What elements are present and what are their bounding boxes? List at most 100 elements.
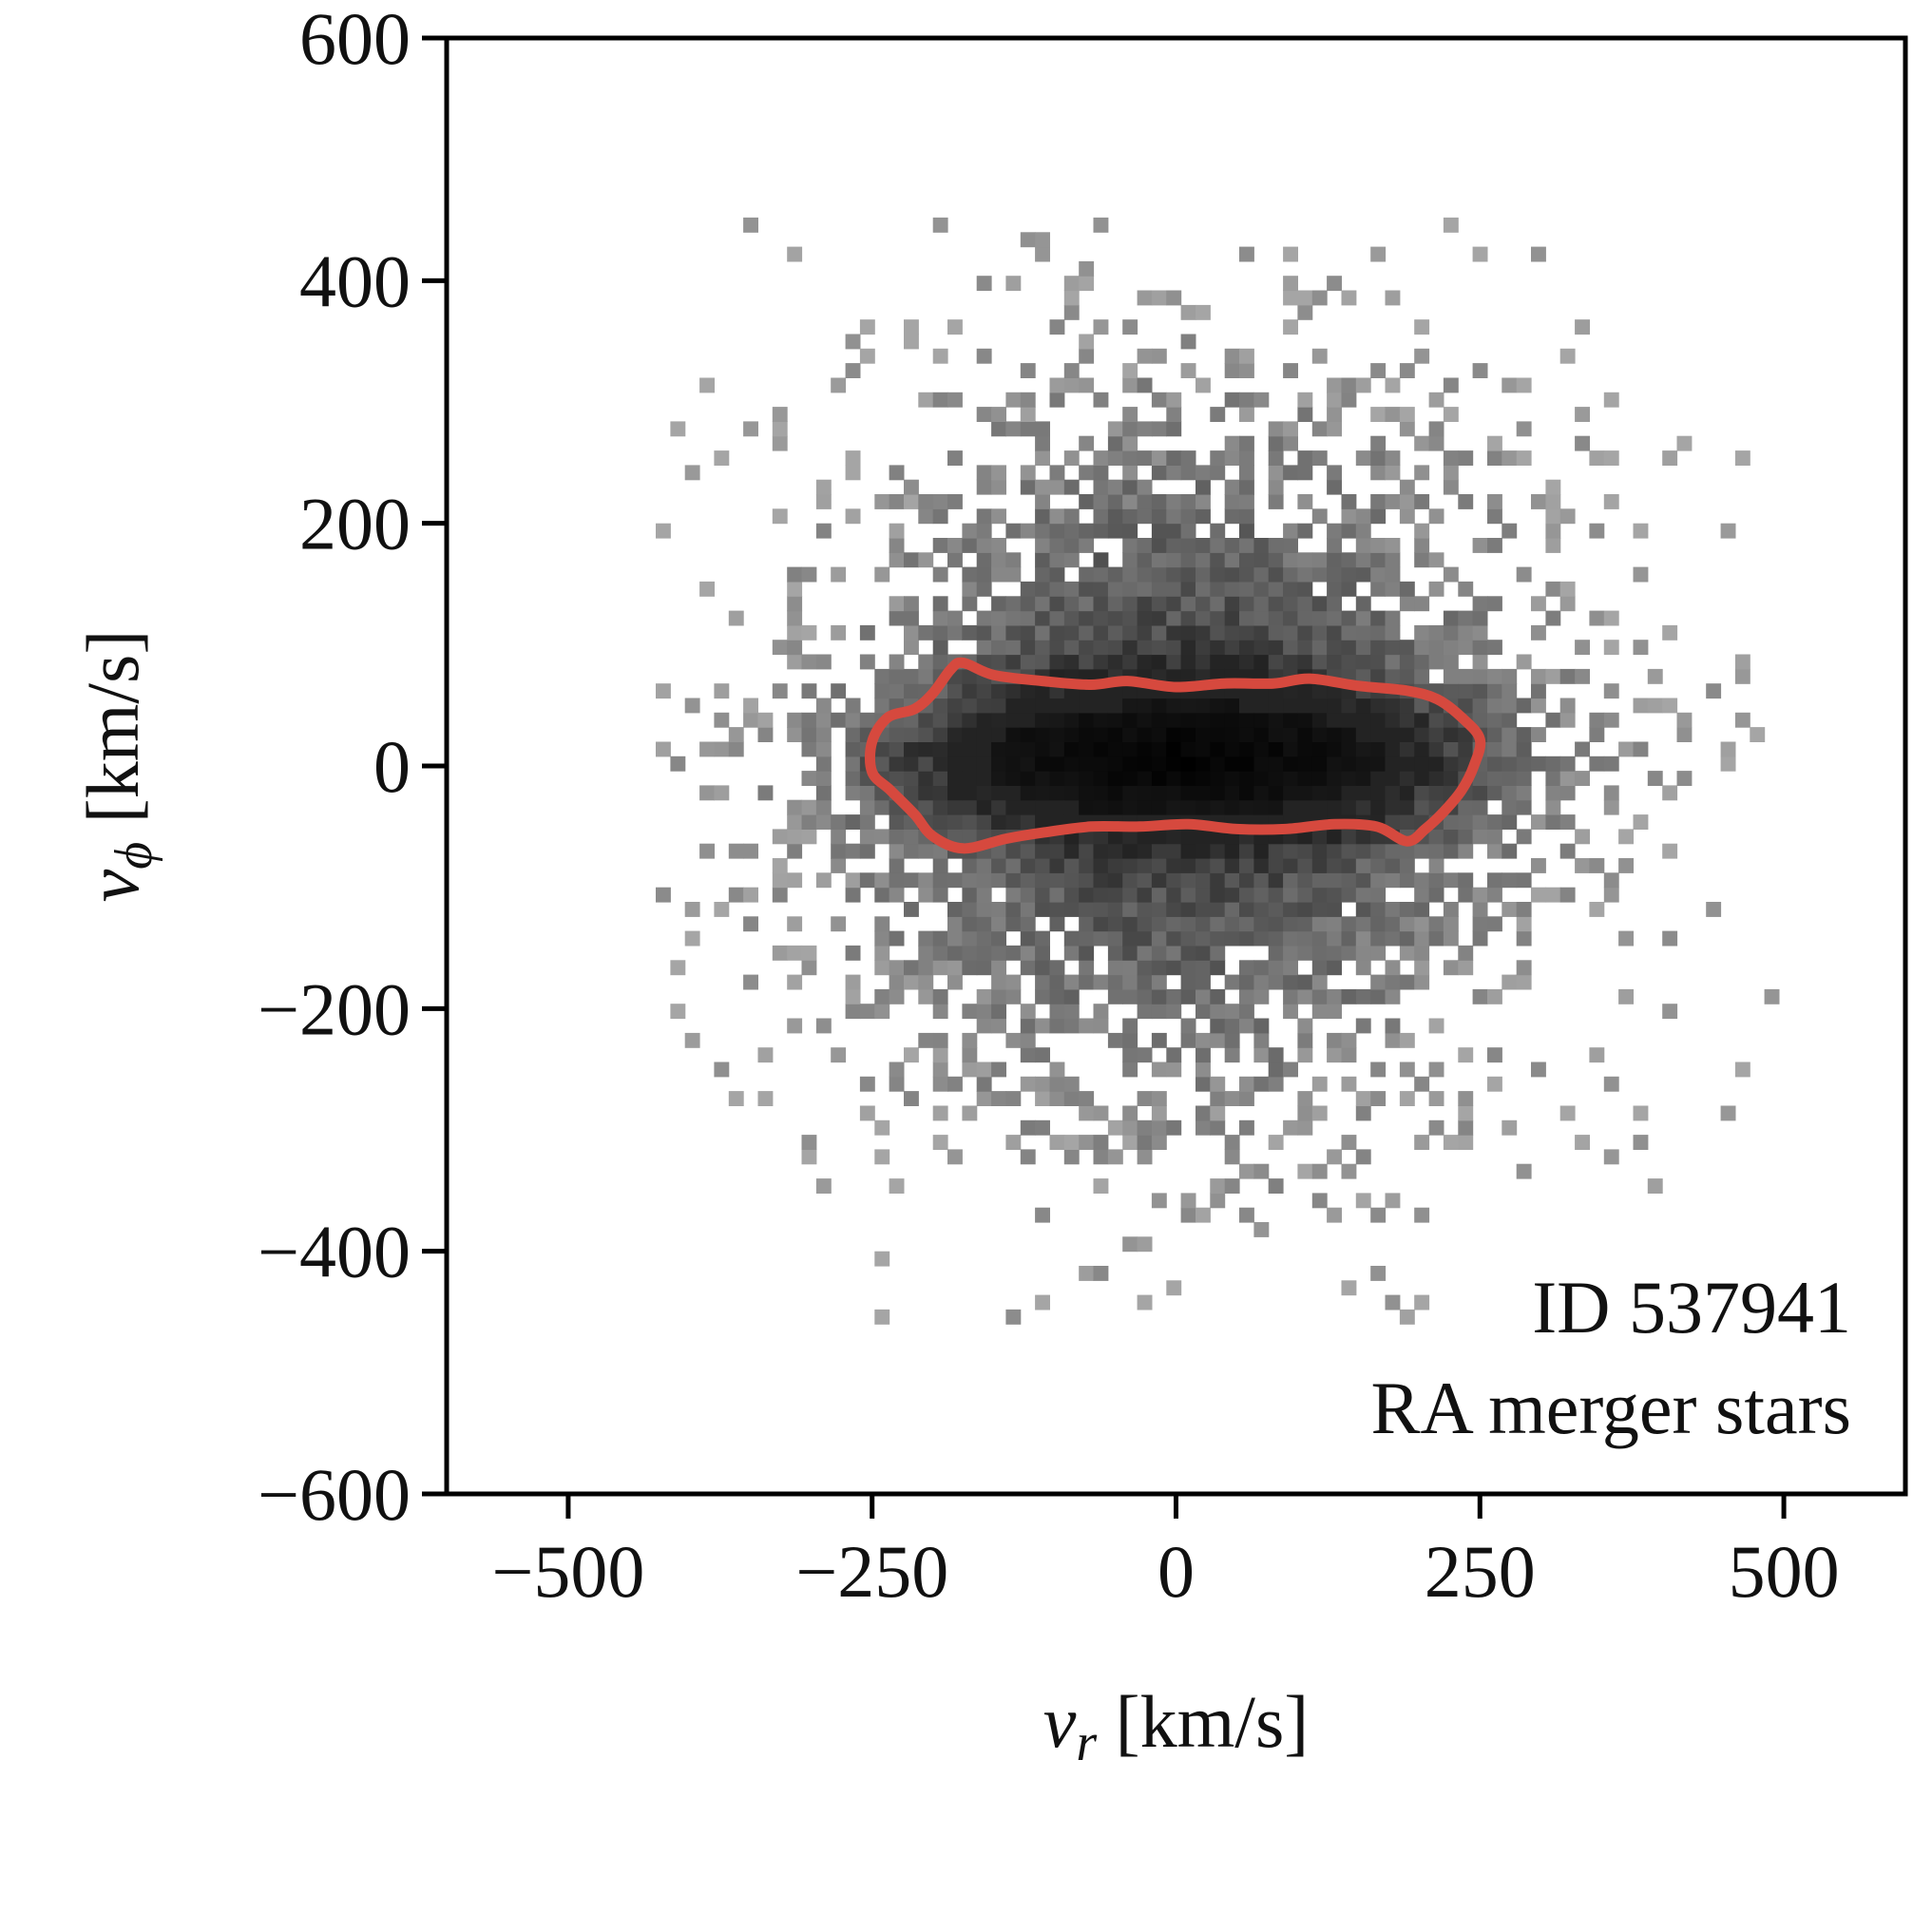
histogram-bin <box>1210 538 1226 553</box>
histogram-bin <box>1049 974 1065 990</box>
histogram-bin <box>1559 668 1576 684</box>
histogram-bin <box>1093 974 1109 990</box>
histogram-bin <box>1079 712 1095 728</box>
histogram-bin <box>1428 654 1444 670</box>
histogram-bin <box>1341 858 1357 873</box>
histogram-bin <box>1020 887 1036 903</box>
histogram-bin <box>1559 785 1576 801</box>
histogram-bin <box>962 771 978 786</box>
histogram-bin <box>1341 741 1357 757</box>
histogram-bin <box>1297 1119 1313 1136</box>
histogram-bin <box>1253 392 1270 408</box>
histogram-bin <box>1297 392 1313 408</box>
histogram-bin <box>1297 712 1313 728</box>
histogram-bin <box>962 829 978 845</box>
histogram-bin <box>1531 624 1546 641</box>
histogram-bin <box>1005 566 1022 583</box>
histogram-bin <box>1196 596 1211 612</box>
histogram-bin <box>1079 741 1095 757</box>
histogram-bin <box>1063 988 1080 1004</box>
histogram-bin <box>1035 566 1050 583</box>
histogram-bin <box>1589 727 1605 742</box>
histogram-bin <box>1399 1309 1415 1325</box>
histogram-bin <box>743 843 758 859</box>
histogram-bin <box>932 1076 948 1092</box>
histogram-bin <box>815 741 832 757</box>
histogram-bin <box>1093 654 1109 670</box>
histogram-bin <box>1297 945 1313 961</box>
histogram-bin <box>1487 741 1502 757</box>
histogram-bin <box>1239 581 1254 597</box>
histogram-bin <box>1180 596 1196 612</box>
histogram-bin <box>1399 945 1415 961</box>
histogram-bin <box>1355 829 1371 845</box>
histogram-bin <box>1166 494 1182 509</box>
histogram-bin <box>1224 363 1240 378</box>
histogram-bin <box>714 902 730 917</box>
histogram-bin <box>1180 465 1196 481</box>
histogram-bin <box>1210 916 1226 932</box>
histogram-bin <box>1502 741 1518 757</box>
histogram-bin <box>787 581 803 597</box>
histogram-bin <box>962 727 978 742</box>
histogram-bin <box>1516 377 1532 393</box>
histogram-bin <box>1166 581 1182 597</box>
histogram-bin <box>962 581 978 597</box>
histogram-bin <box>1180 640 1196 656</box>
histogram-bin <box>1196 771 1211 786</box>
histogram-bin <box>1005 392 1022 408</box>
histogram-bin <box>1107 727 1123 742</box>
histogram-bin <box>874 756 890 772</box>
histogram-bin <box>889 872 905 889</box>
histogram-bin <box>1166 654 1182 670</box>
histogram-bin <box>1063 1018 1080 1034</box>
histogram-bin <box>904 319 919 335</box>
histogram-bin <box>1603 712 1619 728</box>
histogram-bin <box>904 479 919 495</box>
histogram-bin <box>904 668 919 684</box>
histogram-bin <box>801 741 817 757</box>
histogram-bin <box>1355 668 1371 684</box>
histogram-bin <box>1545 887 1561 903</box>
histogram-bin <box>1063 785 1080 801</box>
histogram-bin <box>889 1062 905 1078</box>
histogram-bin <box>1297 304 1313 320</box>
histogram-bin <box>743 698 758 714</box>
histogram-bin <box>1268 799 1284 815</box>
histogram-bin <box>874 683 890 699</box>
histogram-bin <box>1589 858 1605 873</box>
histogram-bin <box>1035 1018 1050 1034</box>
histogram-bin <box>918 799 934 815</box>
histogram-bin <box>1049 523 1065 539</box>
histogram-bin <box>1414 930 1430 947</box>
histogram-bin <box>1253 566 1270 583</box>
histogram-bin <box>1035 843 1050 859</box>
histogram-bin <box>1472 596 1488 612</box>
histogram-bin <box>1355 450 1371 466</box>
histogram-bin <box>1341 624 1357 641</box>
y-tick-label: 200 <box>299 483 411 565</box>
histogram-bin <box>1107 785 1123 801</box>
histogram-bin <box>932 1032 948 1048</box>
histogram-bin <box>1268 624 1284 641</box>
histogram-bin <box>1166 727 1182 742</box>
histogram-bin <box>1063 624 1080 641</box>
histogram-bin <box>1224 508 1240 525</box>
histogram-bin <box>1035 479 1050 495</box>
histogram-bin <box>1166 945 1182 961</box>
histogram-bin <box>932 538 948 553</box>
histogram-bin <box>1239 1207 1254 1223</box>
histogram-bin <box>1283 1062 1298 1078</box>
histogram-bin <box>1063 581 1080 597</box>
histogram-bin <box>1093 843 1109 859</box>
histogram-bin <box>656 741 671 757</box>
histogram-bin <box>1005 1309 1022 1325</box>
histogram-bin <box>1720 756 1736 772</box>
histogram-bin <box>1107 771 1123 786</box>
histogram-bin <box>1196 494 1211 509</box>
histogram-bin <box>1151 1135 1167 1150</box>
histogram-bin <box>1311 1004 1328 1020</box>
histogram-bin <box>991 741 1006 757</box>
histogram-bin <box>1414 974 1430 990</box>
histogram-bin <box>1458 581 1474 597</box>
